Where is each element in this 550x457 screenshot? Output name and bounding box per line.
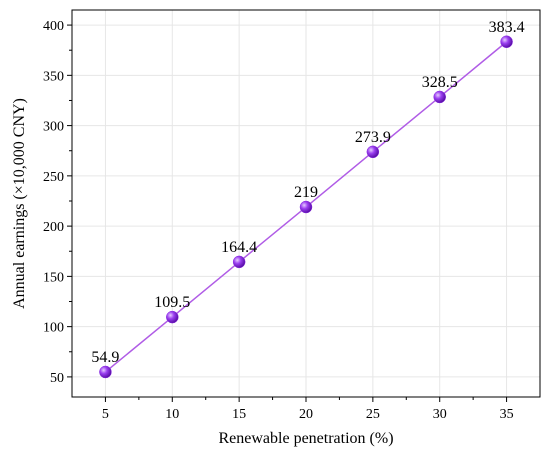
grid [72, 10, 540, 397]
y-tick-label: 300 [43, 120, 64, 135]
y-tick-label: 350 [43, 69, 64, 84]
data-label: 164.4 [221, 239, 257, 256]
x-tick-label: 15 [232, 407, 246, 422]
y-tick-label: 250 [43, 170, 64, 185]
data-labels: 54.9 109.5 164.4 219 273.9 328.5 383.4 [91, 19, 524, 366]
data-label: 109.5 [154, 294, 190, 311]
data-point [500, 35, 513, 49]
data-point [299, 200, 313, 214]
x-axis-title: Renewable penetration (%) [218, 430, 393, 447]
data-label: 328.5 [422, 74, 458, 91]
x-tick-label: 35 [500, 407, 514, 422]
y-tick-label: 200 [43, 220, 64, 235]
x-tick-label: 5 [102, 407, 109, 422]
x-tick-label: 30 [433, 407, 447, 422]
data-label: 273.9 [355, 129, 391, 146]
y-tick-label: 100 [43, 321, 64, 336]
data-point [366, 145, 380, 159]
data-label: 383.4 [489, 19, 525, 36]
y-axis-title: Annual earnings (×10,000 CNY) [11, 98, 28, 309]
axis-ticks: 5 10 15 20 25 30 35 50 100 150 200 250 300 350 400 [43, 19, 514, 422]
data-point [433, 90, 446, 104]
data-point [232, 255, 246, 269]
data-label: 54.9 [91, 349, 119, 366]
x-tick-label: 25 [366, 407, 380, 422]
series [99, 35, 513, 379]
y-tick-label: 400 [43, 19, 64, 34]
y-tick-label: 50 [50, 371, 64, 386]
x-tick-label: 10 [165, 407, 179, 422]
data-label: 219 [294, 184, 318, 201]
x-tick-label: 20 [299, 407, 313, 422]
data-point [166, 310, 179, 324]
y-tick-label: 150 [43, 270, 64, 285]
data-point [99, 365, 112, 379]
